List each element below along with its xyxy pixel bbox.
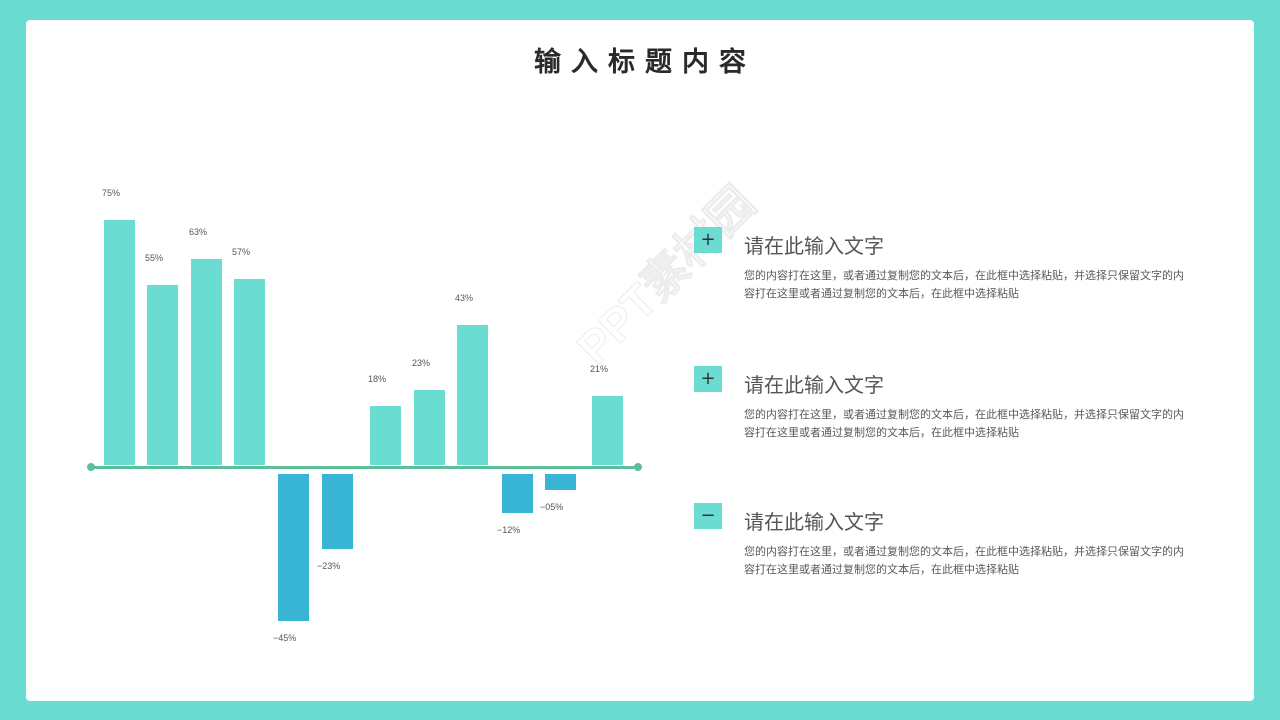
bar-5 [278,474,309,621]
bar-value-label: −23% [317,561,341,571]
bar-value-label: 23% [412,358,431,368]
bar-3 [191,259,222,465]
bar-2 [147,285,178,465]
bar-value-label: 75% [102,188,121,198]
axis-start-dot [87,463,95,471]
slide-title: 输入标题内容 [534,47,756,78]
item-body: 您的内容打在这里，或者通过复制您的文本后，在此框中选择粘贴，并选择只保留文字的内… [744,269,1184,300]
item-title: 请在此输入文字 [744,234,884,258]
bar-value-label: −45% [273,633,297,643]
axis-end-dot [634,463,642,471]
item-body: 您的内容打在这里，或者通过复制您的文本后，在此框中选择粘贴，并选择只保留文字的内… [744,408,1184,439]
bar-value-label: 43% [455,293,474,303]
item-title: 请在此输入文字 [744,373,884,397]
bar-value-label: 21% [590,364,609,374]
plus-icon[interactable]: + [694,227,722,253]
bar-value-label: 57% [232,247,251,257]
bar-11 [545,474,576,490]
bar-7 [370,406,401,465]
item-body: 您的内容打在这里，或者通过复制您的文本后，在此框中选择粘贴，并选择只保留文字的内… [744,545,1184,576]
bar-10 [502,474,533,513]
bar-value-label: −05% [540,502,564,512]
minus-icon[interactable]: − [694,503,722,529]
bar-value-label: 63% [189,227,208,237]
bar-12 [592,396,623,465]
item-title: 请在此输入文字 [744,510,884,534]
bar-8 [414,390,445,465]
bar-value-label: 18% [368,374,387,384]
bar-9 [457,325,488,465]
bar-value-label: −12% [497,525,521,535]
zero-axis-line [91,466,639,469]
bar-1 [104,220,135,465]
bar-value-label: 55% [145,253,164,263]
plus-icon[interactable]: + [694,366,722,392]
bar-4 [234,279,265,465]
bar-6 [322,474,353,549]
slide-card: 输入标题内容 [26,20,1254,701]
